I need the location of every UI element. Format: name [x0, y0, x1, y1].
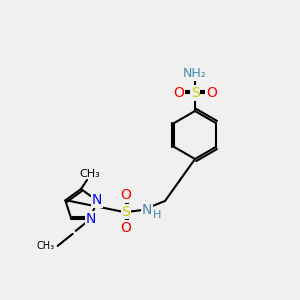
Text: H: H [153, 209, 161, 220]
Text: S: S [190, 86, 200, 100]
Text: CH₃: CH₃ [80, 169, 100, 179]
Text: O: O [121, 221, 131, 235]
Text: O: O [206, 86, 217, 100]
Text: N: N [85, 212, 96, 226]
Text: S: S [122, 205, 130, 218]
Text: N: N [142, 203, 152, 217]
Text: NH₂: NH₂ [183, 67, 207, 80]
Text: CH₃: CH₃ [37, 241, 55, 251]
Text: O: O [173, 86, 184, 100]
Text: O: O [121, 188, 131, 202]
Text: N: N [92, 194, 102, 207]
